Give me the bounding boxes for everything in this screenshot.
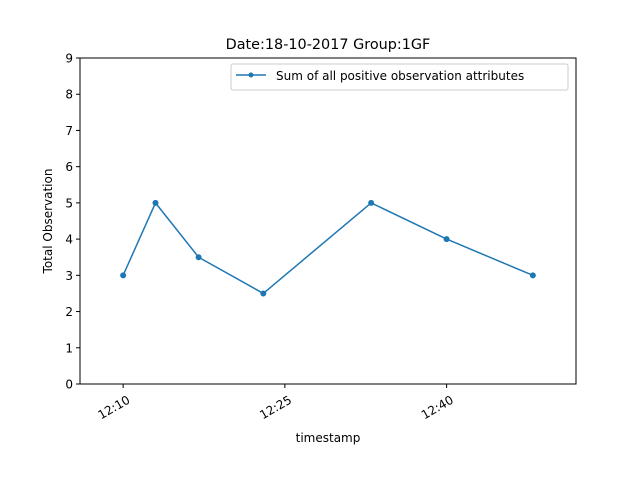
y-tick-label: 4 xyxy=(65,233,73,247)
data-point xyxy=(120,272,127,279)
y-tick-label: 9 xyxy=(65,52,73,66)
legend: Sum of all positive observation attribut… xyxy=(230,63,569,91)
chart-title: Date:18-10-2017 Group:1GF xyxy=(226,37,431,53)
y-tick-label: 2 xyxy=(65,305,73,319)
y-tick-label: 1 xyxy=(65,341,73,355)
data-point xyxy=(529,272,536,279)
data-point xyxy=(260,290,267,297)
data-point xyxy=(443,236,450,243)
x-axis-label: timestamp xyxy=(296,431,361,445)
y-tick-label: 7 xyxy=(65,124,73,138)
y-tick-label: 5 xyxy=(65,196,73,210)
y-tick-label: 0 xyxy=(65,378,73,392)
y-tick-label: 3 xyxy=(65,269,73,283)
y-axis-label: Total Observation xyxy=(41,169,55,275)
data-point xyxy=(195,254,202,261)
data-point xyxy=(368,199,375,206)
plot-frame xyxy=(79,57,577,385)
legend-box xyxy=(230,63,569,91)
legend-label: Sum of all positive observation attribut… xyxy=(276,69,524,83)
y-tick-label: 8 xyxy=(65,88,73,102)
y-tick-label: 6 xyxy=(65,160,73,174)
data-point xyxy=(152,199,159,206)
plot-background xyxy=(80,58,576,384)
legend-marker-swatch xyxy=(248,72,254,78)
